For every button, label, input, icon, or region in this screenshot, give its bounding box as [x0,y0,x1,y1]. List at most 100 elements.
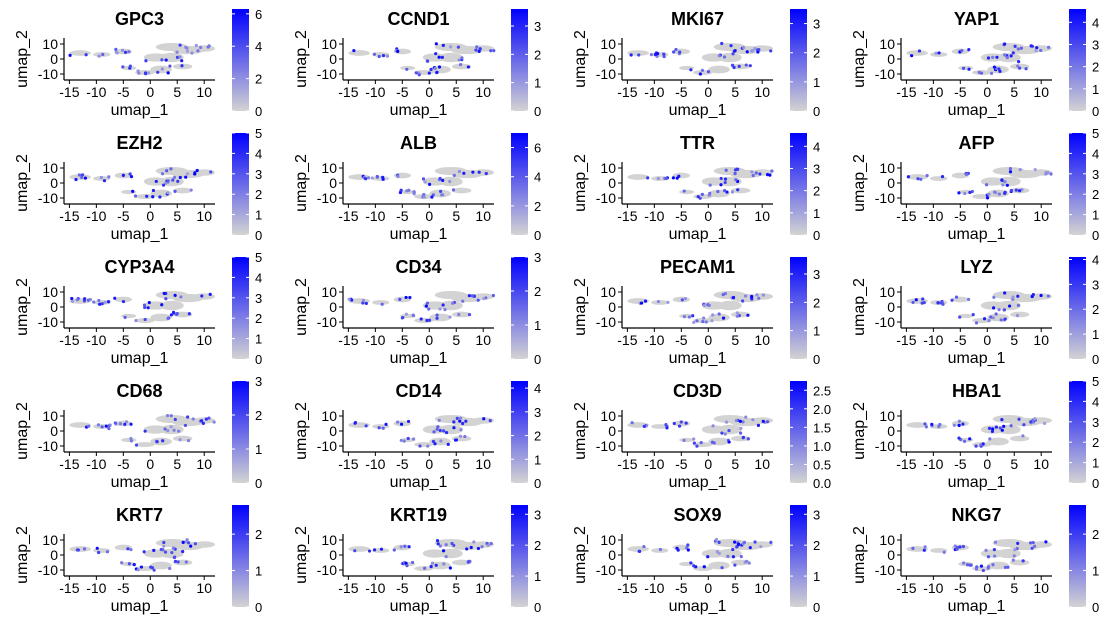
expression-point [968,563,972,567]
colorbar [790,257,807,359]
expression-point [916,177,920,181]
y-tick-label: 0 [887,299,895,315]
expression-point [139,565,144,569]
x-tick-label: -5 [117,332,130,348]
expression-point [442,429,446,433]
colorbar-tick-label: 3 [534,507,541,522]
y-tick-label: 0 [329,547,337,563]
expression-point [984,183,989,187]
expression-point [737,64,741,68]
expression-point [748,546,752,550]
expression-point [992,65,997,69]
expression-point [379,547,384,551]
expression-point [988,437,992,441]
colorbar-tick-label: 3 [813,17,820,32]
expression-point [735,311,739,315]
expression-point [439,439,443,443]
y-tick-label: 10 [600,284,616,300]
expression-point [399,188,403,192]
expression-point [923,422,927,426]
expression-point [347,297,351,301]
expression-point [423,180,427,184]
expression-point [137,71,141,75]
expression-point [160,303,164,307]
expression-point [761,293,765,297]
x-tick-label: -15 [59,456,79,472]
expression-point [734,418,739,423]
expression-point [440,193,444,197]
umap-cloud [348,43,495,76]
expression-point [437,55,441,59]
expression-point [1044,540,1048,544]
expression-point [1012,554,1016,558]
colorbar-tick-label: 1 [1092,208,1099,223]
expression-point [482,297,486,301]
expression-point [107,426,111,431]
expression-point [442,562,446,566]
umap-cloud [348,415,495,448]
umap-cluster [472,417,495,424]
feature-panel: HBA1 -15 -10 -5 0 5 10 10 0 -10 umap_1 umap_2 5 4 3 2 1 0 [837,372,1115,496]
expression-point [107,300,111,304]
x-tick-label: 5 [731,208,739,224]
feature-plot: CYP3A4-15 -10 -5 0 5 10100-10umap_1umap_25432… [14,250,262,367]
expression-point [1016,541,1020,545]
expression-point [429,67,433,72]
expression-point [169,313,174,317]
expression-point [717,54,721,58]
expression-point [995,55,999,59]
expression-point [353,421,358,425]
colorbar-tick-label: 0 [255,104,262,119]
umap-cluster [717,300,742,311]
expression-point [700,192,704,196]
x-tick-label: -10 [644,84,664,100]
feature-panel: AFP -15 -10 -5 0 5 10 10 0 -10 umap_1 umap_2 5 4 3 2 1 0 [837,124,1115,248]
x-axis-label: umap_1 [669,474,727,491]
expression-point [400,316,404,320]
y-tick-label: 10 [321,284,337,300]
expression-point [396,49,400,53]
feature-panel: ALB -15 -10 -5 0 5 10 10 0 -10 umap_1 umap_2 6 4 2 0 [279,124,557,248]
x-tick-label: -5 [675,332,688,348]
expression-point [430,195,434,199]
expression-point [166,429,170,433]
x-axis-label: umap_1 [111,598,169,615]
expression-point [134,318,138,323]
x-tick-label: 0 [704,456,712,472]
panel-title: CD3D [673,381,722,401]
y-tick-label: 10 [879,284,895,300]
expression-point [123,422,127,426]
expression-point [181,549,185,554]
expression-point [196,49,200,53]
expression-point [187,312,191,316]
y-tick-label: 0 [329,299,337,315]
x-axis-label: umap_1 [948,598,1006,615]
expression-point [1031,540,1035,545]
umap-cluster [372,176,390,181]
x-tick-label: 0 [425,208,433,224]
expression-point [183,423,188,428]
expression-point [74,177,78,182]
expression-point [961,66,966,70]
expression-point [113,421,117,425]
expression-point [180,64,184,68]
x-tick-label: -10 [86,332,106,348]
feature-panel: CD34 -15 -10 -5 0 5 10 10 0 -10 umap_1 umap_2 3 2 1 0 [279,248,557,372]
colorbar-tick-label: 5 [255,126,262,141]
expression-point [736,188,740,192]
x-axis-label: umap_1 [669,350,727,367]
expression-point [906,175,911,179]
expression-point [488,418,492,423]
x-tick-label: 5 [1010,580,1018,596]
expression-point [142,550,146,554]
colorbar-tick-label: 2 [1092,435,1099,450]
expression-point [190,51,194,55]
x-tick-label: 10 [1033,208,1049,224]
y-tick-label: -10 [596,562,616,578]
expression-point [161,548,165,552]
expression-point [919,177,923,181]
expression-point [737,542,741,546]
